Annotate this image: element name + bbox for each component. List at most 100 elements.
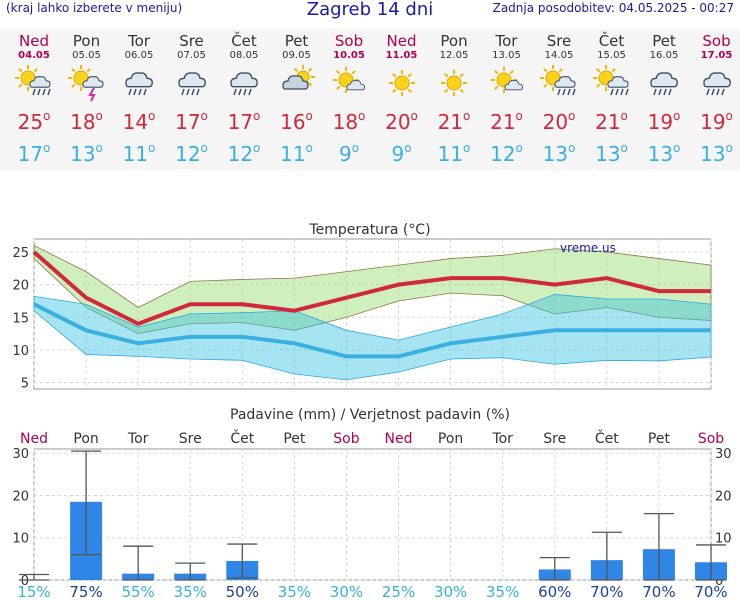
day-date: 05.05 (72, 50, 101, 61)
day-name: Ned (386, 32, 417, 50)
day-column: Čet 08.05 17o 12o (218, 29, 270, 167)
tmax-line (32, 250, 711, 326)
y-tick-label-right: 20 (715, 489, 732, 504)
y-tick-label: 15 (12, 311, 29, 326)
day-date: 08.05 (229, 50, 259, 61)
day-name: Pon (72, 32, 101, 50)
probability-label: 35% (486, 583, 519, 600)
x-tick-label: Sob (333, 431, 359, 447)
probability-label: 70% (642, 583, 675, 600)
max-temperature: 18o (70, 109, 103, 134)
max-temperature: 18o (332, 109, 366, 134)
cloud-rain-icon (691, 64, 740, 102)
sun-cloud-storm-icon (61, 64, 113, 102)
min-temperature: 9o (391, 141, 412, 166)
probability-label: 35% (174, 583, 207, 600)
x-tick-label: Pet (648, 431, 671, 447)
min-temperature: 9o (338, 141, 360, 166)
day-date: 14.05 (544, 50, 574, 61)
day-column: Sob 17.05 19o 13o (691, 29, 740, 167)
probability-label: 70% (694, 583, 727, 600)
min-temperature: 17o (17, 141, 51, 166)
x-tick-label: Ned (20, 431, 48, 447)
day-name: Sob (702, 32, 731, 50)
day-column: Pon 12.05 21o 11o (428, 29, 480, 167)
max-temperature: 17o (227, 109, 261, 134)
day-date: 15.05 (597, 50, 626, 61)
min-temperature: 11o (437, 141, 471, 166)
x-tick-label: Tor (491, 431, 513, 447)
day-name: Pet (284, 32, 309, 50)
day-name: Čet (598, 32, 625, 50)
y-tick-label: 10 (12, 344, 29, 359)
probability-label: 35% (278, 583, 311, 600)
day-column: Sob 10.05 18o 9o (323, 29, 375, 167)
sun-icon (428, 64, 480, 102)
watermark: vreme.us (560, 241, 616, 255)
y-tick-label: 20 (12, 279, 29, 294)
min-temperature: 13o (70, 141, 103, 166)
probability-label: 30% (330, 583, 363, 600)
max-temperature: 20o (385, 109, 418, 134)
x-tick-label: Tor (127, 431, 149, 447)
max-temperature: 19o (700, 109, 733, 134)
location-hint: (kraj lahko izberete v meniju) (6, 1, 183, 15)
tmin-range-band (33, 294, 712, 381)
day-name: Tor (128, 32, 150, 50)
min-temperature: 11o (122, 141, 156, 166)
probability-label: 60% (538, 583, 571, 600)
max-temperature: 19o (647, 109, 681, 134)
day-column: Ned 04.05 25o 17o (8, 29, 60, 167)
x-tick-label: Pon (73, 431, 98, 447)
day-column: Sre 07.05 17o 12o (166, 29, 218, 167)
cloud-rain-icon (218, 64, 270, 102)
probability-label: 25% (382, 583, 415, 600)
min-temperature: 13o (647, 141, 681, 166)
page-title: Zagreb 14 dni (306, 0, 434, 20)
sun-cloud-rain-icon (533, 64, 585, 102)
y-tick-label: 10 (12, 532, 29, 547)
sun-cloud-icon (271, 64, 323, 102)
x-tick-label: Sob (698, 431, 724, 447)
day-column: Tor 06.05 14o 11o (113, 29, 165, 167)
day-name: Sob (334, 32, 364, 50)
x-tick-label: Sre (179, 431, 202, 447)
min-temperature: 12o (490, 141, 523, 166)
day-date: 10.05 (333, 50, 365, 61)
y-tick-label: 20 (12, 489, 29, 504)
max-temperature: 21o (490, 109, 523, 134)
sun-small-cloud-icon (323, 64, 375, 102)
x-tick-label: Pon (438, 431, 463, 447)
y-tick-label: 30 (12, 447, 29, 462)
probability-label: 50% (226, 583, 259, 600)
max-temperature: 21o (437, 109, 471, 134)
precipitation-chart: Padavine (mm) / Verjetnost padavin (%) Ne… (12, 407, 732, 600)
max-temperature: 14o (122, 109, 156, 134)
max-temperature: 21o (595, 109, 628, 134)
cloud-rain-icon (113, 64, 165, 102)
probability-label: 75% (69, 583, 102, 600)
day-name: Čet (231, 32, 257, 50)
daily-forecast-strip: Ned 04.05 25o 17o Pon 05.05 18o 13o Tor 06… (0, 29, 740, 170)
y-tick-label-right: 30 (715, 447, 732, 462)
day-name: Pet (652, 32, 676, 50)
min-temperature: 12o (227, 141, 261, 166)
day-column: Tor 13.05 21o 12o (481, 29, 533, 167)
day-date: 12.05 (439, 50, 469, 61)
max-temperature: 20o (542, 109, 576, 134)
day-column: Pet 16.05 19o 13o (638, 29, 690, 167)
day-date: 13.05 (492, 50, 521, 61)
probability-label: 30% (434, 583, 467, 600)
day-name: Sre (546, 32, 572, 50)
temperature-chart: Temperatura (°C) 5 10 15 20 25 vreme.us (12, 222, 712, 390)
min-temperature: 13o (595, 141, 628, 166)
x-tick-label: Čet (230, 429, 254, 447)
day-column: Ned 11.05 20o 9o (376, 29, 428, 167)
y-tick-label: 0 (21, 574, 29, 589)
max-temperature: 17o (175, 109, 208, 134)
x-tick-label: Pet (283, 431, 306, 447)
min-temperature: 11o (280, 141, 313, 166)
day-column: Pet 09.05 16o 11o (271, 29, 323, 167)
day-column: Sre 14.05 20o 13o (533, 29, 585, 167)
min-temperature: 13o (700, 141, 733, 166)
